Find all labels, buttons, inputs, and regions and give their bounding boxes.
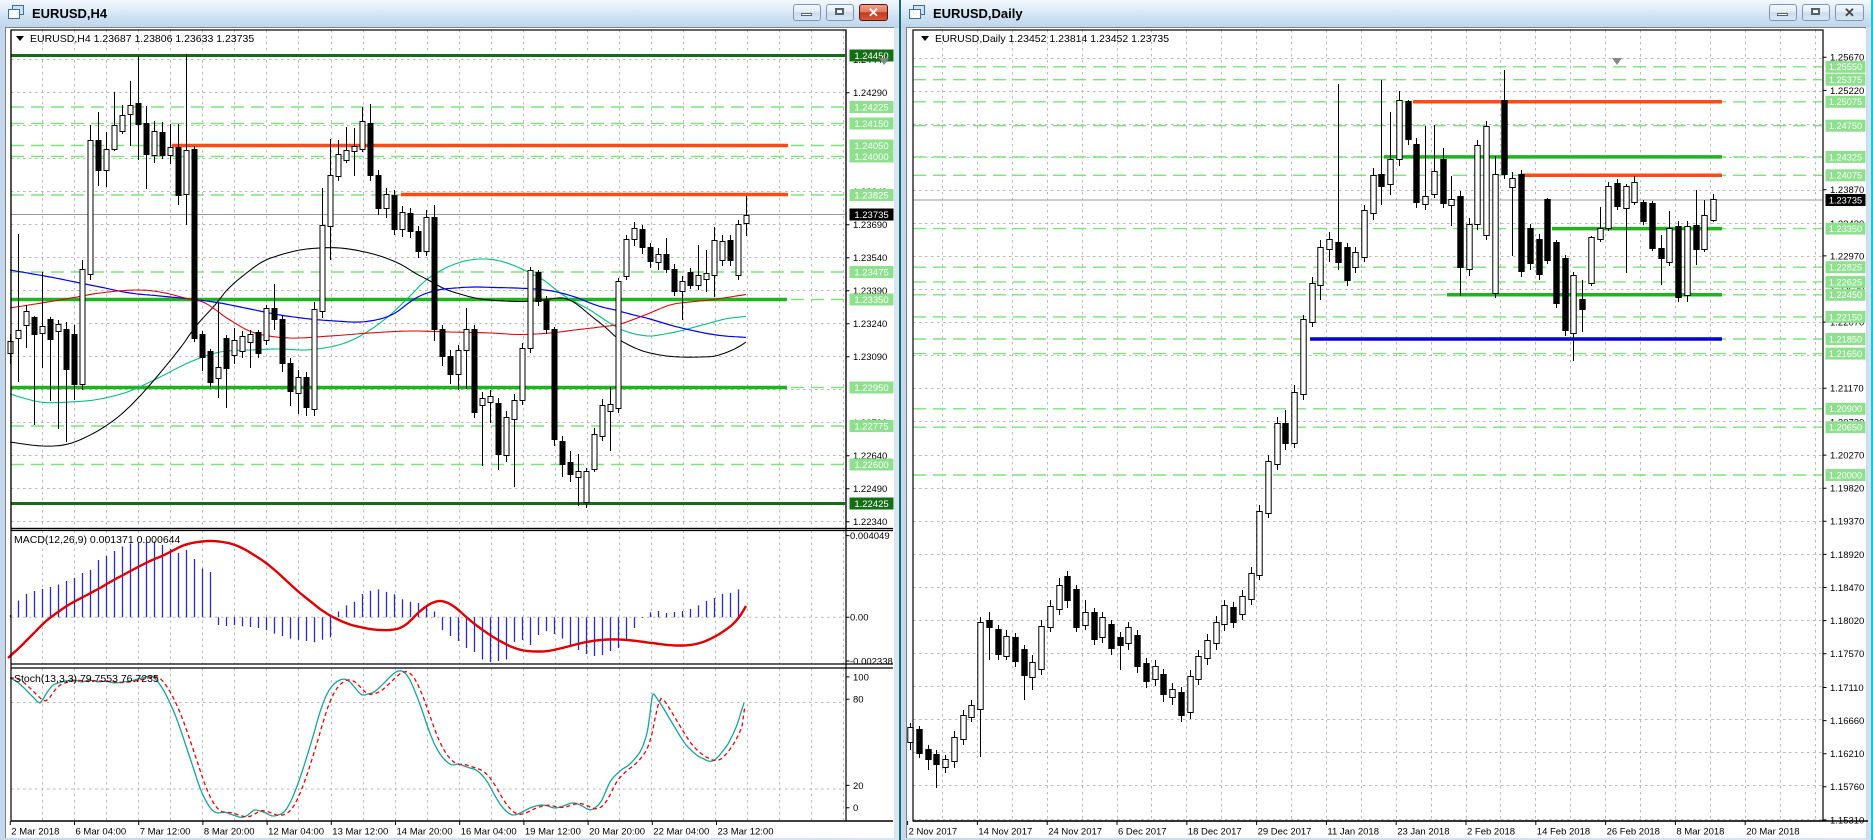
svg-text:13 Mar 12:00: 13 Mar 12:00 bbox=[332, 827, 388, 838]
svg-text:1.24750: 1.24750 bbox=[1829, 121, 1862, 131]
svg-text:20: 20 bbox=[853, 781, 864, 792]
svg-text:1.18470: 1.18470 bbox=[1830, 583, 1864, 594]
svg-text:1.18020: 1.18020 bbox=[1830, 616, 1864, 627]
svg-text:1.23350: 1.23350 bbox=[854, 295, 888, 306]
svg-text:1.23825: 1.23825 bbox=[854, 190, 888, 201]
svg-text:14 Mar 20:00: 14 Mar 20:00 bbox=[397, 827, 453, 838]
svg-text:Stoch(13,3,3) 79.7553 76.7235: Stoch(13,3,3) 79.7553 76.7235 bbox=[14, 673, 159, 685]
svg-text:1.24290: 1.24290 bbox=[853, 88, 887, 99]
svg-text:1.24150: 1.24150 bbox=[854, 119, 888, 130]
svg-text:1.20650: 1.20650 bbox=[1829, 423, 1862, 433]
svg-text:1.24450: 1.24450 bbox=[854, 51, 888, 62]
svg-text:14 Feb 2018: 14 Feb 2018 bbox=[1537, 827, 1590, 838]
svg-text:1.17570: 1.17570 bbox=[1830, 649, 1864, 660]
svg-text:18 Dec 2017: 18 Dec 2017 bbox=[1188, 827, 1242, 838]
svg-text:1.22640: 1.22640 bbox=[853, 451, 887, 462]
svg-text:1.23735: 1.23735 bbox=[854, 210, 888, 221]
svg-text:1.22625: 1.22625 bbox=[1829, 277, 1862, 287]
svg-text:1.23690: 1.23690 bbox=[853, 220, 887, 231]
svg-text:1.22490: 1.22490 bbox=[853, 484, 887, 495]
svg-text:1.22950: 1.22950 bbox=[854, 383, 888, 394]
svg-text:2 Nov 2017: 2 Nov 2017 bbox=[909, 827, 958, 838]
svg-text:24 Nov 2017: 24 Nov 2017 bbox=[1048, 827, 1102, 838]
svg-text:0.004049: 0.004049 bbox=[850, 531, 890, 542]
svg-text:1.22825: 1.22825 bbox=[1829, 263, 1862, 273]
svg-text:1.17110: 1.17110 bbox=[1830, 683, 1864, 694]
svg-text:1.23870: 1.23870 bbox=[1830, 185, 1864, 196]
svg-text:1.19820: 1.19820 bbox=[1830, 484, 1864, 495]
svg-text:1.22340: 1.22340 bbox=[853, 517, 887, 528]
svg-text:26 Feb 2018: 26 Feb 2018 bbox=[1607, 827, 1660, 838]
svg-text:1.22450: 1.22450 bbox=[1829, 290, 1862, 300]
svg-text:19 Mar 12:00: 19 Mar 12:00 bbox=[525, 827, 581, 838]
svg-text:1.25375: 1.25375 bbox=[1829, 75, 1862, 85]
svg-text:1.23090: 1.23090 bbox=[853, 352, 887, 363]
svg-text:29 Dec 2017: 29 Dec 2017 bbox=[1258, 827, 1312, 838]
svg-text:1.25220: 1.25220 bbox=[1830, 86, 1864, 97]
svg-text:EURUSD,Daily 1.23452 1.23814: EURUSD,Daily 1.23452 1.23814 1.23452 1.2… bbox=[935, 33, 1169, 45]
svg-text:1.23475: 1.23475 bbox=[854, 267, 888, 278]
svg-text:1.16660: 1.16660 bbox=[1830, 716, 1864, 727]
svg-text:2 Mar 2018: 2 Mar 2018 bbox=[11, 827, 59, 838]
svg-text:1.20270: 1.20270 bbox=[1830, 451, 1864, 462]
svg-text:1.21850: 1.21850 bbox=[1829, 334, 1862, 344]
svg-text:6 Mar 04:00: 6 Mar 04:00 bbox=[76, 827, 127, 838]
svg-text:1.16210: 1.16210 bbox=[1830, 749, 1864, 760]
svg-text:2 Feb 2018: 2 Feb 2018 bbox=[1467, 827, 1515, 838]
svg-text:1.15760: 1.15760 bbox=[1830, 782, 1864, 793]
svg-text:1.24325: 1.24325 bbox=[1829, 152, 1862, 162]
svg-text:1.15310: 1.15310 bbox=[1830, 815, 1864, 826]
svg-text:1.22600: 1.22600 bbox=[854, 460, 888, 471]
svg-text:23 Mar 12:00: 23 Mar 12:00 bbox=[718, 827, 774, 838]
svg-text:1.22775: 1.22775 bbox=[854, 421, 888, 432]
svg-text:0: 0 bbox=[853, 803, 858, 814]
svg-text:1.20000: 1.20000 bbox=[1829, 470, 1862, 480]
svg-text:0.00: 0.00 bbox=[850, 613, 869, 624]
svg-text:1.24075: 1.24075 bbox=[1829, 171, 1862, 181]
svg-text:1.22425: 1.22425 bbox=[854, 499, 888, 510]
svg-text:1.21170: 1.21170 bbox=[1830, 384, 1864, 395]
svg-text:1.23540: 1.23540 bbox=[853, 253, 887, 264]
svg-text:22 Mar 04:00: 22 Mar 04:00 bbox=[653, 827, 709, 838]
svg-text:16 Mar 04:00: 16 Mar 04:00 bbox=[461, 827, 517, 838]
svg-text:1.25075: 1.25075 bbox=[1829, 97, 1862, 107]
svg-text:8 Mar 20:00: 8 Mar 20:00 bbox=[204, 827, 255, 838]
svg-text:1.22970: 1.22970 bbox=[1830, 251, 1864, 262]
svg-text:1.25670: 1.25670 bbox=[1830, 53, 1864, 64]
svg-text:12 Mar 04:00: 12 Mar 04:00 bbox=[268, 827, 324, 838]
svg-text:1.24050: 1.24050 bbox=[854, 141, 888, 152]
svg-text:1.23390: 1.23390 bbox=[853, 286, 887, 297]
svg-text:MACD(12,26,9) 0.001371 0.00064: MACD(12,26,9) 0.001371 0.000644 bbox=[14, 534, 181, 546]
svg-text:1.22070: 1.22070 bbox=[1830, 318, 1864, 329]
svg-text:20 Mar 2018: 20 Mar 2018 bbox=[1746, 827, 1799, 838]
svg-text:6 Dec 2017: 6 Dec 2017 bbox=[1118, 827, 1167, 838]
svg-text:1.23240: 1.23240 bbox=[853, 319, 887, 330]
svg-text:EURUSD,H4 1.23687 1.23806 1.2: EURUSD,H4 1.23687 1.23806 1.23633 1.2373… bbox=[30, 33, 254, 45]
svg-text:14 Nov 2017: 14 Nov 2017 bbox=[978, 827, 1032, 838]
svg-text:1.22150: 1.22150 bbox=[1829, 312, 1862, 322]
svg-text:-0.002338: -0.002338 bbox=[850, 656, 893, 667]
svg-text:20 Mar 20:00: 20 Mar 20:00 bbox=[589, 827, 645, 838]
svg-text:8 Mar 2018: 8 Mar 2018 bbox=[1676, 827, 1724, 838]
svg-text:23 Jan 2018: 23 Jan 2018 bbox=[1397, 827, 1449, 838]
svg-text:1.23350: 1.23350 bbox=[1829, 224, 1862, 234]
svg-text:1.23735: 1.23735 bbox=[1829, 195, 1862, 205]
svg-text:1.24225: 1.24225 bbox=[854, 102, 888, 113]
svg-text:1.19370: 1.19370 bbox=[1830, 517, 1864, 528]
svg-text:80: 80 bbox=[853, 695, 864, 706]
svg-text:1.18920: 1.18920 bbox=[1830, 550, 1864, 561]
svg-text:100: 100 bbox=[853, 672, 869, 683]
svg-text:7 Mar 12:00: 7 Mar 12:00 bbox=[140, 827, 191, 838]
svg-text:1.25550: 1.25550 bbox=[1829, 62, 1862, 72]
svg-text:1.21650: 1.21650 bbox=[1829, 349, 1862, 359]
svg-text:1.24000: 1.24000 bbox=[854, 152, 888, 163]
svg-text:1.20900: 1.20900 bbox=[1829, 404, 1862, 414]
svg-text:11 Jan 2018: 11 Jan 2018 bbox=[1327, 827, 1379, 838]
